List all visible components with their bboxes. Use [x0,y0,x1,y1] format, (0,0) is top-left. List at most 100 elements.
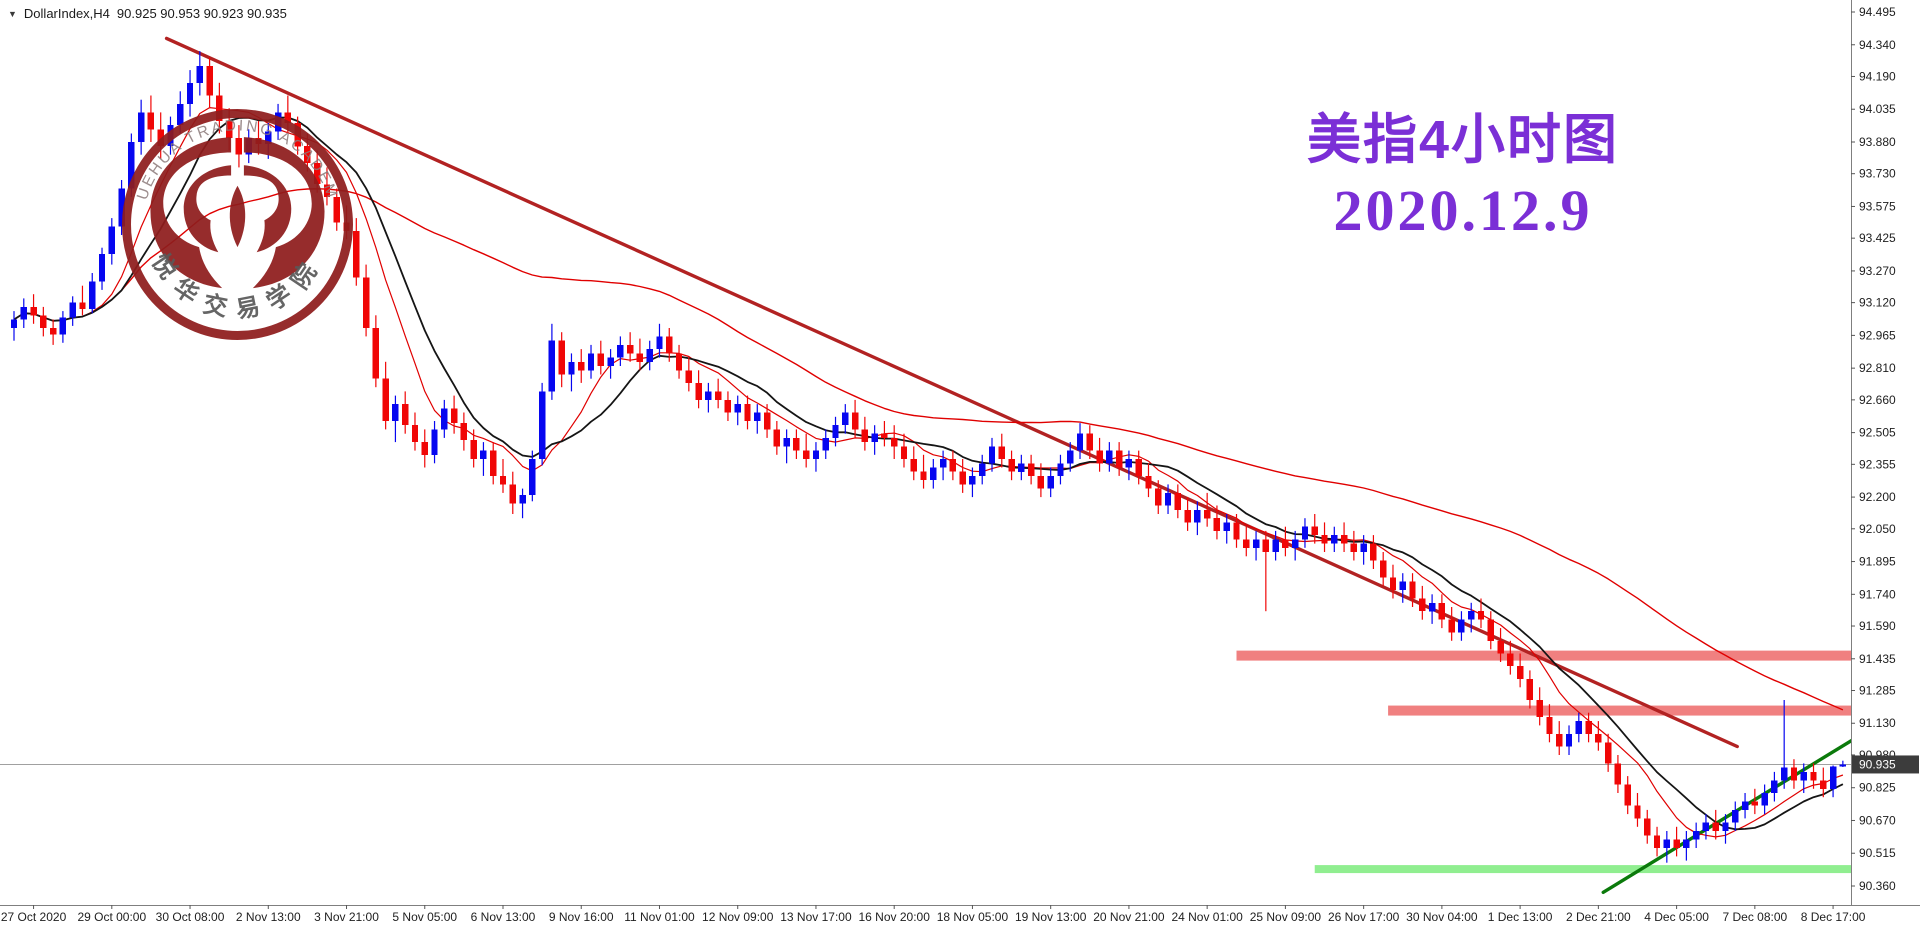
candle-body [666,336,673,354]
price-axis-label: 93.425 [1859,231,1896,245]
price-axis-label: 90.515 [1859,846,1896,860]
price-axis-label: 94.035 [1859,102,1896,116]
price-axis-label: 91.130 [1859,716,1896,730]
candle-body [1604,742,1612,764]
candle-body [626,344,634,354]
time-axis[interactable]: 27 Oct 2020 29 Oct 00:00 30 Oct 08:00 2 Nov… [1,905,1866,924]
price-axis-label: 90.360 [1859,879,1896,893]
candle-body [40,315,47,328]
candle-body [538,391,546,459]
candle-body [930,467,937,481]
candle-body [1350,543,1358,553]
candle-body [59,317,67,335]
candle-body [1057,463,1064,476]
candle-body [177,103,184,125]
symbol-dropdown-icon[interactable]: ▼ [8,8,17,19]
price-axis-label: 93.575 [1859,199,1896,213]
candle-body [529,459,536,495]
candle-body [1468,611,1475,620]
time-axis-label: 12 Nov 09:00 [702,910,774,924]
candle-body [1340,535,1348,544]
candle-body [979,463,986,476]
candle-body [1164,492,1172,506]
support-zone[interactable] [1314,865,1851,874]
candle-body [959,471,966,485]
candle-body [1311,526,1318,536]
candle-body [1125,459,1133,468]
candle-body [832,425,839,438]
plot-area[interactable] [0,0,1856,905]
candle-body [353,230,360,278]
current-price-tag [1852,755,1919,774]
candle-body [1829,766,1837,789]
candle-body [519,495,526,504]
candle-body [460,423,468,440]
candle-body [20,306,27,320]
candle-body [392,404,399,421]
candle-body [1380,560,1387,578]
time-axis-label: 11 Nov 01:00 [624,910,695,924]
candle-body [118,188,125,227]
time-axis-bg [0,905,1920,927]
candle-body [920,471,927,481]
candle-body [1027,463,1035,476]
candle-body [480,450,487,460]
resistance-zone-upper[interactable] [1236,650,1852,661]
candle-body [695,382,702,400]
candle-body [1155,488,1162,506]
candle-body [1839,764,1847,767]
candle-body [1585,721,1592,734]
candle-body [1487,619,1494,641]
candle-body [1810,771,1817,781]
candle-body [1653,835,1661,848]
candle-body [1018,463,1025,472]
candle-body [1106,450,1113,464]
candle-body [470,440,477,459]
candle-body [1194,509,1201,523]
time-axis-label: 27 Oct 2020 [1,910,67,924]
candle-body [597,353,604,367]
candle-body [1213,518,1221,531]
price-axis[interactable]: 94.495 94.340 94.190 94.035 93.880 93.730 93.5… [1851,5,1919,893]
candle-body [812,450,820,460]
candle-body [382,378,389,421]
candle-body [157,129,164,147]
candle-body [304,146,311,164]
resistance-zone-lower[interactable] [1388,705,1851,716]
descending-trendline[interactable] [164,36,1739,749]
candle-body [1321,535,1328,544]
candle-body [900,446,908,460]
candle-body [1037,475,1045,489]
candle-body [891,437,898,447]
candle-body [1634,805,1641,819]
logo-emblem-icon [150,137,325,289]
price-axis-label: 93.880 [1859,135,1896,149]
price-axis-label: 93.270 [1859,264,1896,278]
candle-body [949,459,957,472]
price-axis-label: 92.200 [1859,490,1896,504]
candle-body [724,399,732,413]
candle-body [1272,539,1279,553]
candle-body [1399,581,1406,591]
candle-body [1565,733,1573,747]
candle-body [871,433,878,443]
time-axis-label: 24 Nov 01:00 [1171,910,1243,924]
candle-body [1076,433,1084,451]
candle-body [1184,509,1191,523]
price-axis-label: 91.590 [1859,619,1896,633]
candle-body [617,344,624,358]
candle-body [1790,767,1798,781]
price-axis-label: 94.190 [1859,69,1896,83]
candle-body [568,361,575,375]
candle-body [1702,822,1710,832]
candle-body [1096,450,1103,464]
candle-body [69,302,76,318]
candle-body [988,446,996,464]
candle-body [265,131,272,145]
candle-body [1243,539,1250,548]
candle-body [1008,459,1015,472]
candle-body [763,412,771,430]
candle-body [1546,716,1553,734]
candle-body [636,353,644,362]
